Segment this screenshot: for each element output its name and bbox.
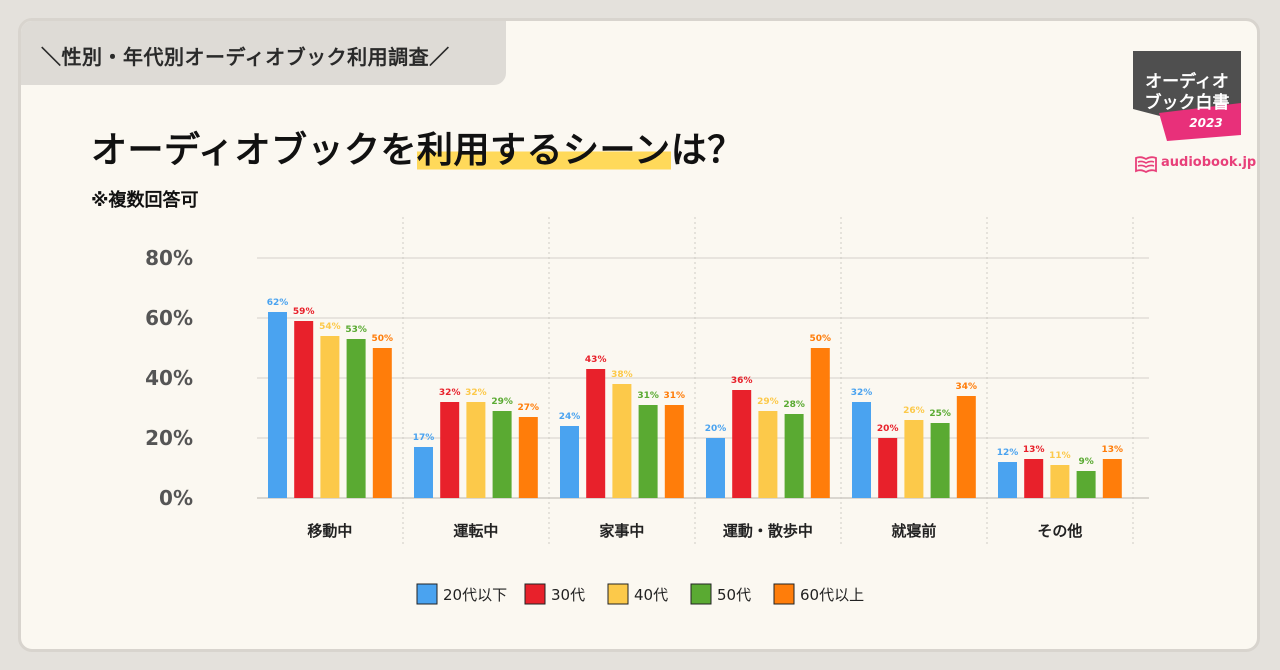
- bar-1-3: [320, 336, 340, 498]
- bar-2-2: [440, 402, 460, 498]
- bar-6-3: [1050, 465, 1070, 498]
- bar-2-4: [492, 411, 512, 498]
- legend-swatch-2: [524, 583, 546, 605]
- bar-1-4: [346, 339, 366, 498]
- multiple-answer-note: ※複数回答可: [91, 190, 199, 211]
- bar-3-3: [612, 384, 632, 498]
- data-label: 59%: [293, 307, 315, 317]
- data-label: 13%: [1023, 445, 1045, 455]
- category-label: 運動・散歩中: [723, 522, 813, 540]
- data-label: 27%: [518, 403, 540, 413]
- data-label: 36%: [731, 376, 753, 386]
- bar-3-5: [664, 405, 684, 498]
- bar-5-4: [930, 423, 950, 498]
- bar-1-1: [268, 312, 287, 498]
- audiobook-whitepaper-badge: オーディオ ブック白書 2023: [1133, 51, 1241, 143]
- bar-2-1: [414, 447, 433, 498]
- data-label: 32%: [465, 388, 487, 398]
- data-label: 12%: [997, 448, 1019, 458]
- legend-swatch-3: [607, 583, 629, 605]
- data-label: 31%: [664, 391, 686, 401]
- data-label: 32%: [439, 388, 461, 398]
- title-highlight: 利用するシーン: [416, 130, 671, 171]
- data-label: 50%: [810, 334, 832, 344]
- bar-4-4: [784, 414, 804, 498]
- y-tick-label: 20%: [145, 426, 193, 450]
- data-label: 29%: [757, 397, 779, 407]
- badge-line1: オーディオ: [1145, 72, 1229, 92]
- data-label: 31%: [637, 391, 659, 401]
- bar-6-5: [1102, 459, 1122, 498]
- bar-6-2: [1024, 459, 1044, 498]
- legend-swatch-4: [690, 583, 712, 605]
- legend-label: 30代: [551, 586, 585, 604]
- bar-3-2: [586, 369, 606, 498]
- bar-5-3: [904, 420, 924, 498]
- data-label: 43%: [585, 355, 607, 365]
- open-book-icon: [1135, 156, 1157, 173]
- category-label: その他: [1037, 522, 1082, 540]
- data-label: 20%: [705, 424, 727, 434]
- data-label: 26%: [903, 406, 925, 416]
- category-label: 就寝前: [891, 522, 936, 540]
- data-label: 9%: [1078, 457, 1093, 467]
- bar-4-5: [810, 348, 830, 498]
- data-label: 20%: [877, 424, 899, 434]
- legend-label: 60代以上: [800, 586, 864, 604]
- bar-2-5: [518, 417, 538, 498]
- bar-3-1: [560, 426, 579, 498]
- title-part1: オーディオブックを: [91, 130, 417, 171]
- data-label: 38%: [611, 370, 633, 380]
- bar-1-5: [372, 348, 392, 498]
- infographic-card: ＼性別・年代別オーディオブック利用調査／ オーディオブックを利用するシーンは？ …: [18, 18, 1260, 652]
- data-label: 25%: [929, 409, 951, 419]
- data-label: 34%: [956, 382, 978, 392]
- bar-4-2: [732, 390, 752, 498]
- data-label: 11%: [1049, 451, 1071, 461]
- data-label: 32%: [851, 388, 873, 398]
- legend-label: 50代: [717, 586, 751, 604]
- bar-2-3: [466, 402, 486, 498]
- legend-swatch-1: [416, 583, 438, 605]
- bar-4-1: [706, 438, 725, 498]
- legend-label: 20代以下: [443, 586, 507, 604]
- bar-5-1: [852, 402, 871, 498]
- bar-5-5: [956, 396, 976, 498]
- data-label: 17%: [413, 433, 435, 443]
- legend-label: 40代: [634, 586, 668, 604]
- bar-1-2: [294, 321, 314, 498]
- legend-swatch-5: [773, 583, 795, 605]
- y-tick-label: 0%: [159, 486, 193, 510]
- brand-name: audiobook.jp: [1161, 155, 1257, 170]
- category-label: 移動中: [307, 522, 352, 540]
- data-label: 13%: [1102, 445, 1124, 455]
- y-tick-label: 40%: [145, 366, 193, 390]
- data-label: 28%: [783, 400, 805, 410]
- bar-6-4: [1076, 471, 1096, 498]
- data-label: 54%: [319, 322, 341, 332]
- badge-year: 2023: [1189, 116, 1223, 130]
- category-label: 家事中: [599, 522, 644, 540]
- data-label: 24%: [559, 412, 581, 422]
- y-tick-label: 60%: [145, 306, 193, 330]
- data-label: 50%: [372, 334, 394, 344]
- survey-tab: ＼性別・年代別オーディオブック利用調査／: [21, 21, 506, 85]
- title-part2: は？: [670, 130, 744, 171]
- page-title: オーディオブックを利用するシーンは？: [91, 121, 744, 173]
- bar-5-2: [878, 438, 898, 498]
- badge-line2: ブック白書: [1144, 93, 1230, 113]
- bar-chart: 0% 20% 40% 60% 80% 62% 59% 54% 53% 50% 移動中 17% 32% 3…: [145, 217, 1149, 605]
- category-label: 運転中: [453, 522, 498, 540]
- data-label: 29%: [491, 397, 513, 407]
- data-label: 53%: [345, 325, 367, 335]
- data-label: 62%: [267, 298, 289, 308]
- badge-shape: [1133, 51, 1241, 141]
- survey-label: ＼性別・年代別オーディオブック利用調査／: [41, 45, 450, 69]
- bar-6-1: [998, 462, 1017, 498]
- bar-3-4: [638, 405, 658, 498]
- y-tick-label: 80%: [145, 246, 193, 270]
- bar-4-3: [758, 411, 778, 498]
